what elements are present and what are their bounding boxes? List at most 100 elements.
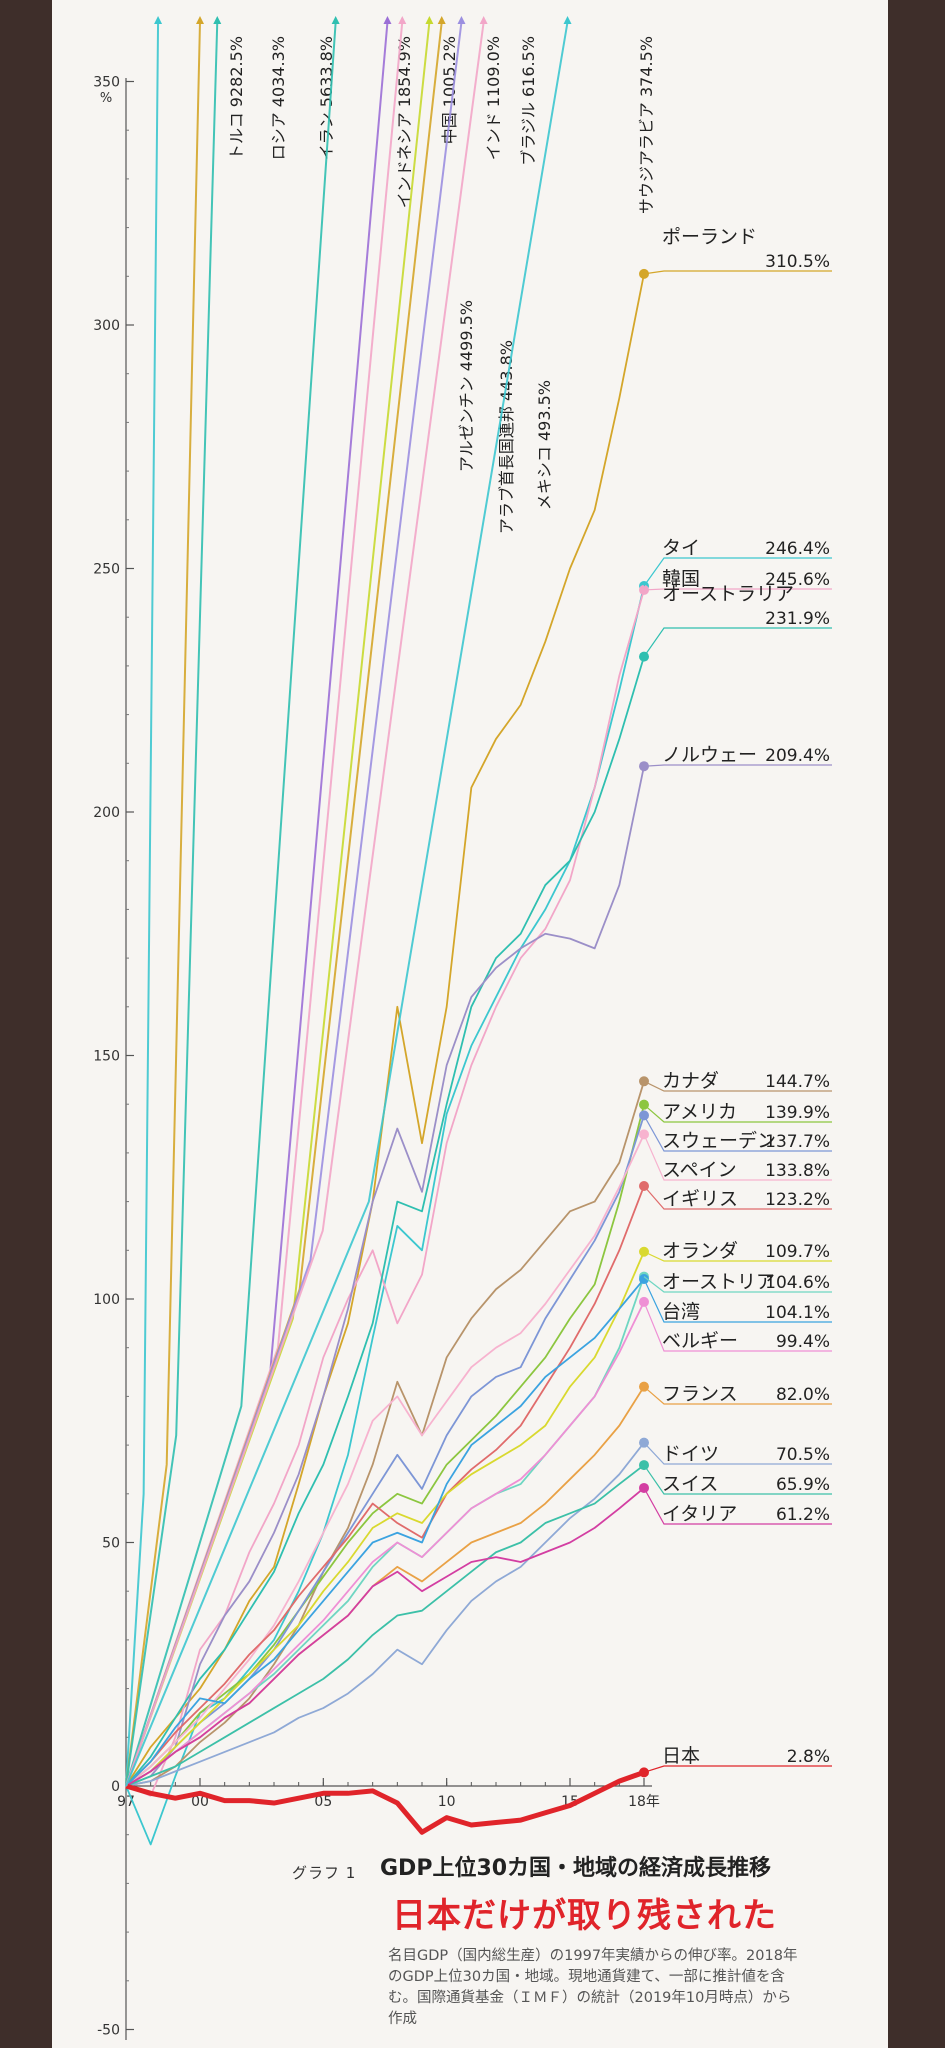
offscale-series-line [125, 21, 389, 1787]
series-line [125, 1115, 645, 1787]
label-leader-line [643, 1251, 832, 1262]
series-name-label: ポーランド [662, 226, 757, 248]
offscale-arrow-icon [331, 16, 340, 24]
source-note: 名目GDP（国内総生産）の1997年実績からの伸び率。2018年のGDP上位30… [388, 1948, 798, 2027]
headline: 日本だけが取り残された [392, 1896, 777, 1936]
series-name-label: イタリア [662, 1503, 737, 1525]
offscale-series-line [125, 21, 160, 1787]
series-line [125, 656, 645, 1787]
y-tick-label: 150 [93, 1049, 120, 1065]
series-name-label: スイス [662, 1473, 718, 1495]
chart-paper: -50 0 50 100 150 200 250 300 350% 97 00 05 10 15 18年 ト… [52, 0, 888, 2048]
label-leader-line [643, 764, 832, 767]
series-line [125, 1301, 645, 1787]
series-name-label: イギリス [662, 1188, 738, 1210]
series-name-label: オーストラリア [662, 583, 794, 605]
series-value-label: 231.9% [765, 609, 830, 629]
series-value-label: 70.5% [776, 1445, 830, 1465]
offscale-series-label: サウジアラビア 374.5% [637, 36, 656, 214]
offscale-series-label: アラブ首長国連邦 443.8% [497, 340, 516, 534]
series-line [125, 1278, 645, 1787]
series-line [125, 1442, 645, 1787]
series-name-label: オランダ [662, 1240, 738, 1262]
label-leader-line [643, 1080, 832, 1092]
series-value-label: 104.1% [765, 1303, 830, 1323]
label-leader-line [643, 557, 832, 587]
offscale-arrow-icon [425, 16, 434, 24]
series-name-label: ノルウェー [662, 744, 757, 766]
label-leader-line [643, 1276, 832, 1293]
series-name-label: タイ [662, 537, 700, 559]
offscale-series-line [125, 21, 337, 1787]
y-tick-label: 50 [102, 1536, 120, 1552]
series-name-label: スペイン [662, 1159, 737, 1181]
series-value-label: 137.7% [765, 1132, 830, 1152]
graph-number: グラフ 1 [292, 1864, 357, 1882]
y-axis-unit: % [100, 91, 112, 106]
label-leader-line [643, 1301, 832, 1352]
offscale-series-line [125, 21, 219, 1787]
x-tick-label: 05 [314, 1794, 332, 1810]
series-value-label: 65.9% [776, 1475, 830, 1495]
y-tick-label: 0 [111, 1779, 120, 1795]
series-line [125, 1134, 645, 1787]
series-value-label: 245.6% [765, 570, 830, 590]
offscale-series-label: 中国 1005.2% [440, 36, 459, 144]
label-leader-line [643, 1765, 832, 1773]
label-leader-line [643, 270, 832, 275]
series-line [125, 585, 645, 1846]
series-value-label: 82.0% [776, 1385, 830, 1405]
label-leader-line [643, 1134, 832, 1181]
offscale-arrow-icon [213, 16, 222, 24]
series-name-label: 台湾 [662, 1301, 700, 1323]
series-name-label: ベルギー [662, 1330, 738, 1352]
series-name-label: オーストリア [662, 1271, 775, 1293]
series-value-label: 144.7% [765, 1072, 830, 1092]
offscale-arrow-icon [154, 16, 163, 24]
offscale-series-label: イラン 5633.8% [317, 36, 336, 160]
offscale-series-label: アルゼンチン 4499.5% [457, 300, 476, 472]
offscale-arrow-icon [196, 16, 204, 24]
offscale-series-line [125, 21, 485, 1787]
y-tick-label: -50 [97, 2023, 120, 2039]
series-value-label: 104.6% [765, 1273, 830, 1293]
series-line [125, 766, 645, 1787]
series-value-label: 209.4% [765, 746, 830, 766]
offscale-series-label: ブラジル 616.5% [519, 36, 538, 166]
offscale-series-label: インド 1109.0% [484, 36, 503, 160]
series-line [125, 1464, 645, 1787]
offscale-arrow-icon [479, 16, 488, 24]
label-leader-line [643, 1442, 832, 1465]
series-name-label: フランス [662, 1383, 738, 1405]
chart-title: GDP上位30カ国・地域の経済成長推移 [380, 1856, 772, 1881]
y-tick-label: 350 [93, 75, 120, 91]
label-leader-line [643, 1278, 832, 1323]
offscale-series-label: インドネシア 1854.9% [395, 36, 414, 208]
series-value-label: 61.2% [776, 1505, 830, 1525]
label-leader-line [643, 588, 832, 591]
offscale-arrow-icon [563, 16, 572, 24]
y-tick-label: 200 [93, 805, 120, 821]
series-value-label: 139.9% [765, 1103, 830, 1123]
series-name-label: ドイツ [662, 1443, 719, 1465]
series-line [125, 1770, 645, 1835]
y-tick-label: 250 [93, 562, 120, 578]
series-name-label: カナダ [662, 1070, 719, 1092]
series-line [125, 1487, 645, 1787]
label-leader-line [643, 1185, 832, 1210]
x-tick-label: 10 [438, 1794, 456, 1810]
label-leader-line [643, 1386, 832, 1405]
series-value-label: 246.4% [765, 539, 830, 559]
offscale-series-label: ロシア 4034.3% [269, 36, 288, 160]
x-tick-label: 00 [191, 1794, 209, 1810]
label-leader-line [643, 1115, 832, 1152]
offscale-arrow-icon [437, 16, 446, 24]
label-leader-line [643, 627, 832, 657]
series-value-label: 109.7% [765, 1242, 830, 1262]
series-value-label: 133.8% [765, 1161, 830, 1181]
series-name-label: 韓国 [662, 568, 700, 590]
series-name-label: 日本 [662, 1745, 700, 1767]
series-value-label: 99.4% [776, 1332, 830, 1352]
label-leader-line [643, 1464, 832, 1495]
